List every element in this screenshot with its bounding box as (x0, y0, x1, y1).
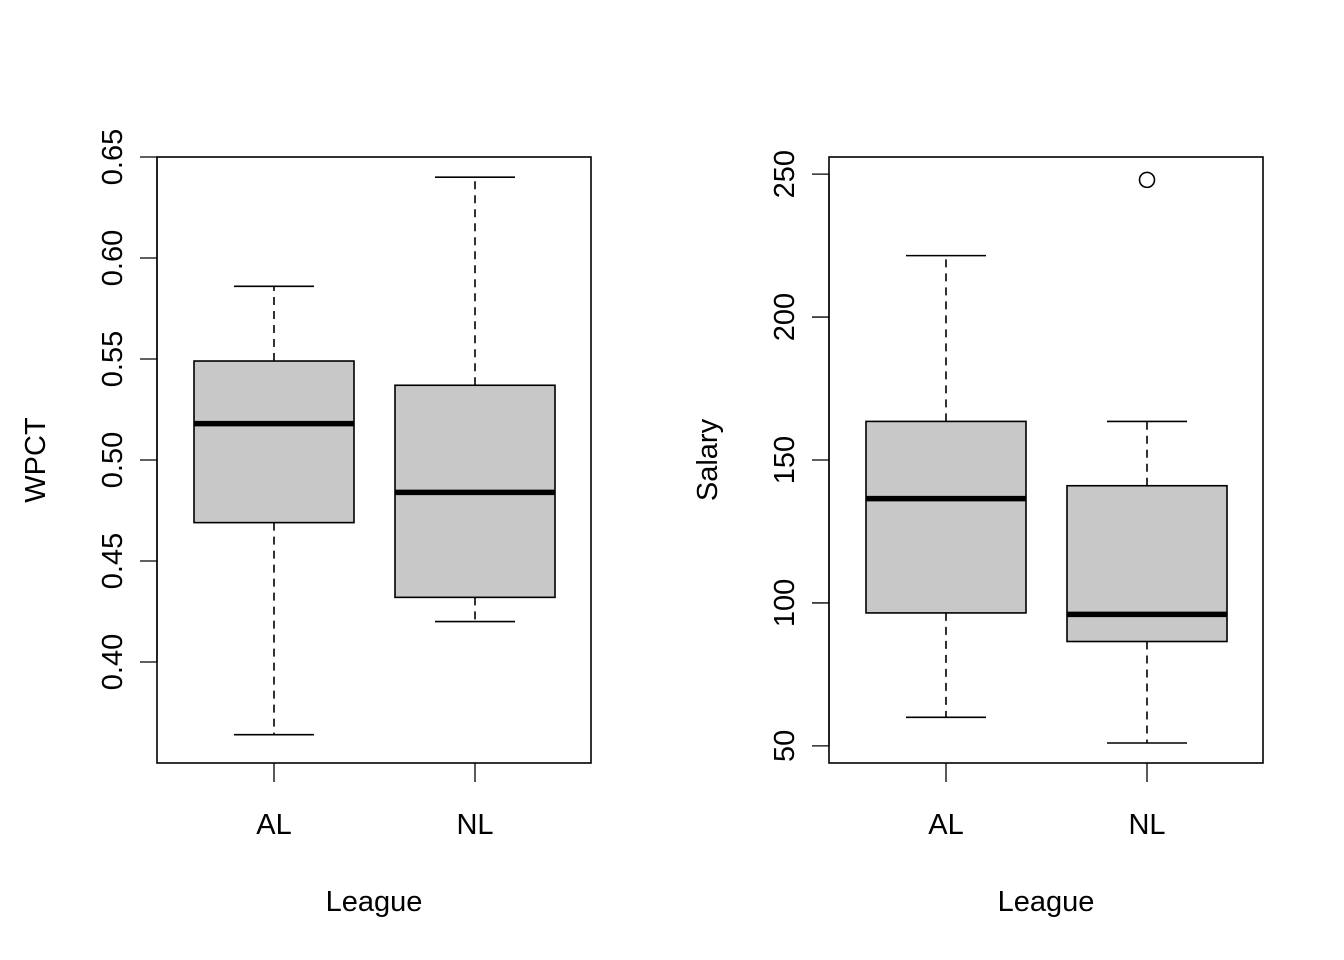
y-axis-label: Salary (692, 418, 724, 501)
y-tick-label: 0.45 (97, 533, 129, 589)
outlier-point (1138, 171, 1156, 189)
box-al (193, 285, 355, 736)
y-tick-label: 250 (769, 150, 801, 198)
box-nl (394, 176, 556, 623)
iqr-box (865, 420, 1027, 614)
iqr-box (193, 360, 355, 524)
x-axis-label: League (998, 886, 1095, 918)
y-tick-label: 0.40 (97, 634, 129, 690)
x-tick-label: NL (456, 809, 493, 841)
x-tick-label: NL (1128, 809, 1165, 841)
x-axis-label: League (326, 886, 423, 918)
y-tick-label: 0.65 (97, 129, 129, 185)
y-tick-label: 0.50 (97, 432, 129, 488)
y-axis-label: WPCT (20, 417, 52, 503)
box-nl (1066, 171, 1228, 744)
iqr-box (1066, 484, 1228, 643)
y-tick-label: 150 (769, 436, 801, 484)
chart-panel-2: 50 100 150 200 250 AL NL League Salary (692, 150, 1264, 918)
y-tick-label: 200 (769, 293, 801, 341)
y-tick-label: 0.55 (97, 331, 129, 387)
y-tick-label: 100 (769, 579, 801, 627)
x-tick-label: AL (256, 809, 291, 841)
y-tick-label: 0.60 (97, 230, 129, 286)
box-al (865, 254, 1027, 719)
y-tick-label: 50 (769, 730, 801, 762)
chart-panel-1: 0.40 0.45 0.50 0.55 0.60 0.65 AL NL League WPCT (20, 129, 592, 918)
x-tick-label: AL (928, 809, 963, 841)
